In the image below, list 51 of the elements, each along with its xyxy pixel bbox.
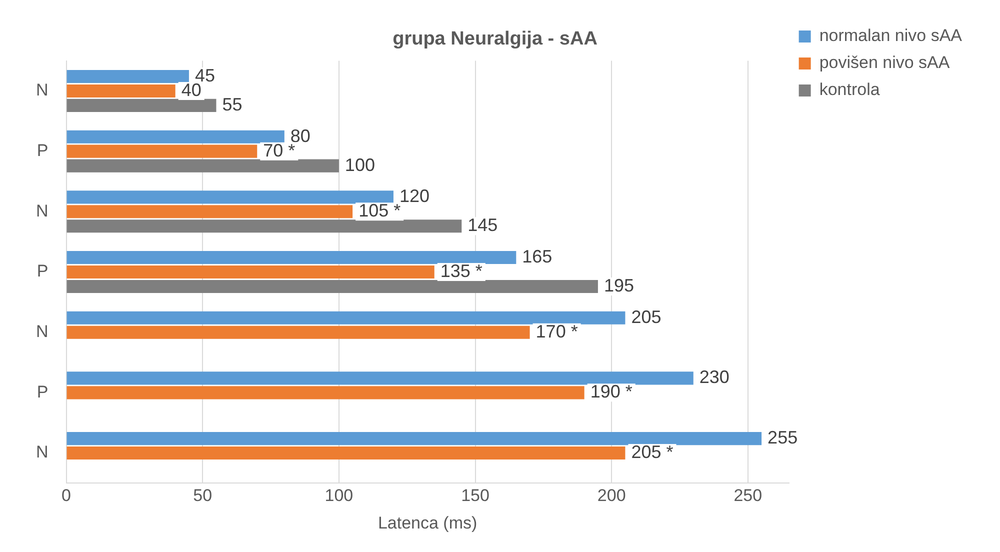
bar [66, 205, 353, 218]
bar [66, 159, 339, 172]
y-tick-label: P [36, 262, 48, 281]
data-label: 255 [768, 428, 798, 448]
bar [66, 326, 530, 339]
y-tick-label: N [36, 322, 48, 342]
legend-label: povišen nivo sAA [819, 53, 950, 72]
data-label: 100 [344, 154, 375, 175]
data-label: 135 * [440, 260, 482, 281]
bar [66, 98, 216, 112]
bar [66, 190, 394, 204]
data-label: 170 * [536, 321, 578, 342]
y-tick-label: N [36, 80, 48, 100]
data-label: 40 [181, 80, 202, 100]
data-label: 205 [631, 306, 662, 327]
bar [66, 280, 598, 293]
legend-label: kontrola [819, 80, 880, 100]
x-tick-label: 250 [734, 486, 762, 506]
legend-label: normalan nivo sAA [819, 26, 963, 46]
data-label: 55 [222, 94, 242, 114]
x-axis-title: Latenca (ms) [378, 513, 478, 532]
y-tick-label: N [36, 442, 48, 462]
data-label: 230 [699, 367, 730, 388]
bar [66, 446, 626, 460]
x-tick-label: 0 [62, 486, 72, 506]
data-label: 205 * [631, 442, 674, 462]
bar [66, 432, 762, 446]
data-label: 105 * [358, 200, 401, 221]
data-label: 195 [604, 275, 634, 296]
bar [66, 130, 284, 144]
x-tick-label: 150 [461, 486, 490, 506]
bar [66, 220, 462, 233]
bar [66, 311, 626, 324]
y-tick-label: P [36, 382, 48, 402]
bar [66, 84, 176, 98]
y-tick-label: P [36, 141, 48, 160]
x-tick-label: 100 [324, 486, 354, 506]
bar [66, 372, 694, 385]
bar [66, 251, 516, 264]
bar [66, 144, 258, 158]
bar [66, 70, 189, 84]
bar [66, 386, 584, 400]
chart-title: grupa Neuralgija - sAA [392, 28, 598, 50]
x-tick-label: 50 [193, 486, 212, 506]
x-tick-label: 200 [597, 486, 626, 506]
data-label: 190 * [590, 382, 632, 402]
bar [66, 265, 434, 279]
data-label: 165 [522, 246, 552, 266]
y-tick-label: N [36, 201, 48, 220]
data-label: 145 [468, 215, 498, 236]
data-label: 120 [399, 186, 430, 206]
